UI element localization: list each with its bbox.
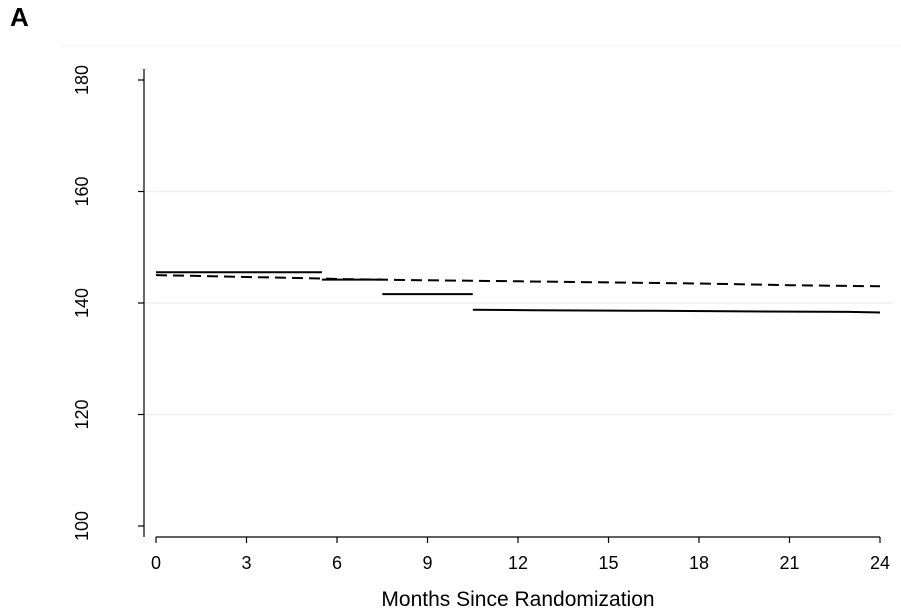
y-tick-label: 160 bbox=[72, 176, 92, 206]
x-tick-label: 0 bbox=[151, 553, 161, 573]
series-line-segment bbox=[472, 308, 881, 314]
series-line-segment bbox=[155, 274, 881, 288]
x-axis-title: Months Since Randomization bbox=[381, 588, 654, 611]
y-tick-label: 140 bbox=[72, 288, 92, 318]
x-ticks: 0 3 6 9 12 15 18 21 24 bbox=[151, 537, 890, 573]
panel-label: A bbox=[10, 2, 29, 32]
x-tick-label: 21 bbox=[779, 553, 799, 573]
y-tick-label: 120 bbox=[72, 399, 92, 429]
y-tick-label: 180 bbox=[72, 65, 92, 95]
series-solid bbox=[156, 271, 881, 314]
y-tick-label: 100 bbox=[72, 511, 92, 541]
gridlines bbox=[145, 190, 893, 416]
y-ticks: 100 120 140 160 180 bbox=[72, 65, 144, 541]
x-tick-label: 9 bbox=[422, 553, 432, 573]
x-tick-label: 24 bbox=[870, 553, 890, 573]
series-group bbox=[155, 271, 881, 314]
x-tick-label: 15 bbox=[598, 553, 618, 573]
x-tick-label: 6 bbox=[332, 553, 342, 573]
x-tick-label: 18 bbox=[689, 553, 709, 573]
series-dashed bbox=[155, 274, 881, 288]
x-tick-label: 3 bbox=[241, 553, 251, 573]
x-tick-label: 12 bbox=[508, 553, 528, 573]
